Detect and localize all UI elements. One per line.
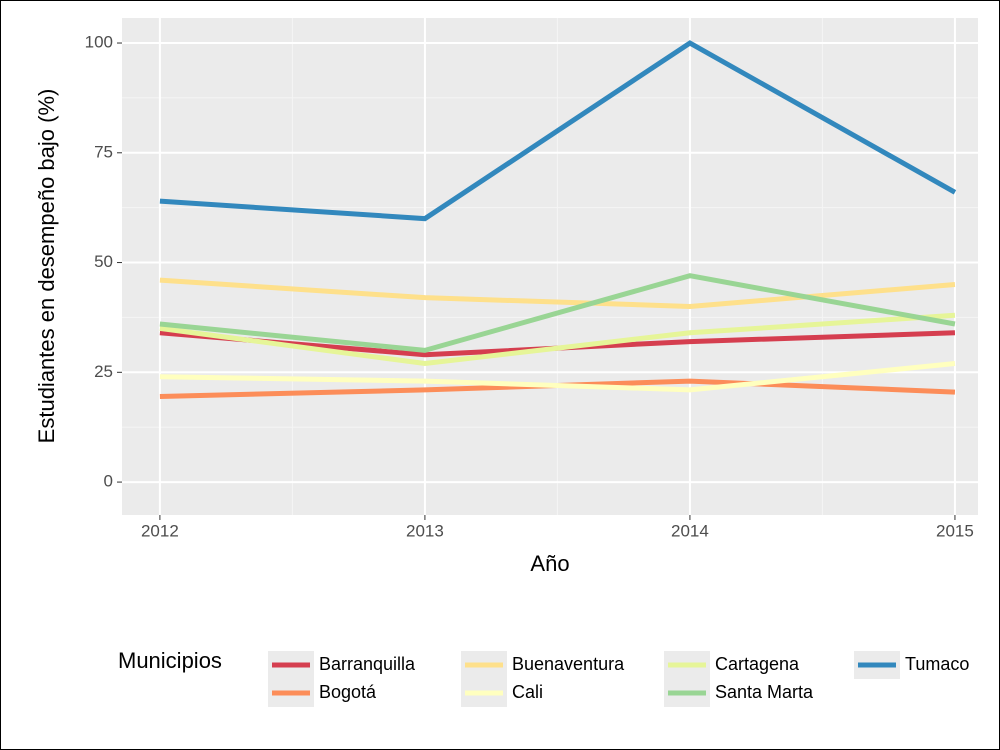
y-tick-label: 50 (94, 252, 113, 271)
x-tick-label: 2015 (936, 521, 974, 540)
legend-label: Cali (512, 682, 543, 702)
x-tick-label: 2014 (671, 521, 709, 540)
series-line (159, 277, 956, 309)
legend-label: Cartagena (715, 654, 800, 674)
y-tick-label: 75 (94, 142, 113, 161)
panel (122, 18, 978, 515)
legend-label: Santa Marta (715, 682, 814, 702)
series-line (159, 273, 956, 353)
y-tick-label: 100 (85, 33, 113, 52)
x-tick-label: 2013 (406, 521, 444, 540)
legend-label: Tumaco (905, 654, 969, 674)
x-axis-title: Año (530, 551, 569, 576)
legend-label: Bogotá (319, 682, 377, 702)
legend-label: Barranquilla (319, 654, 416, 674)
legend-title: Municipios (118, 648, 222, 673)
y-tick-label: 25 (94, 362, 113, 381)
y-tick-label: 0 (104, 472, 113, 491)
x-tick-label: 2012 (141, 521, 179, 540)
series-line (159, 312, 956, 367)
series-line (159, 361, 956, 393)
legend-label: Buenaventura (512, 654, 625, 674)
y-axis-title: Estudiantes en desempeño bajo (%) (34, 89, 59, 444)
series-line (159, 40, 957, 222)
